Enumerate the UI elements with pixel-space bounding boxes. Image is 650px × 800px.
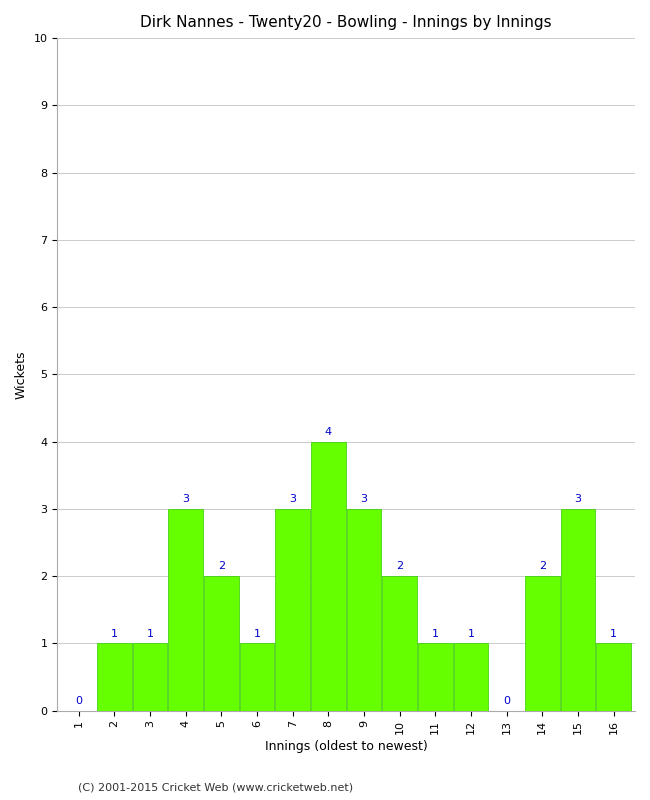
Text: 3: 3 — [182, 494, 189, 504]
Y-axis label: Wickets: Wickets — [15, 350, 28, 398]
Bar — [240, 643, 274, 710]
Text: 2: 2 — [218, 562, 225, 571]
Bar — [525, 576, 560, 710]
Bar — [346, 509, 382, 710]
Bar — [276, 509, 310, 710]
Bar — [97, 643, 132, 710]
Bar — [561, 509, 595, 710]
Bar — [596, 643, 631, 710]
Text: 1: 1 — [111, 629, 118, 638]
Bar — [454, 643, 488, 710]
Text: 1: 1 — [146, 629, 153, 638]
Text: 4: 4 — [325, 427, 332, 437]
Bar — [418, 643, 452, 710]
Text: 3: 3 — [575, 494, 582, 504]
Text: 2: 2 — [396, 562, 403, 571]
Text: 3: 3 — [361, 494, 367, 504]
Text: 1: 1 — [467, 629, 474, 638]
X-axis label: Innings (oldest to newest): Innings (oldest to newest) — [265, 740, 428, 753]
Bar — [204, 576, 239, 710]
Text: 0: 0 — [75, 696, 82, 706]
Bar — [382, 576, 417, 710]
Bar — [133, 643, 167, 710]
Bar — [311, 442, 346, 710]
Text: 3: 3 — [289, 494, 296, 504]
Text: 1: 1 — [254, 629, 261, 638]
Bar — [168, 509, 203, 710]
Title: Dirk Nannes - Twenty20 - Bowling - Innings by Innings: Dirk Nannes - Twenty20 - Bowling - Innin… — [140, 15, 552, 30]
Text: 1: 1 — [432, 629, 439, 638]
Text: 0: 0 — [503, 696, 510, 706]
Text: (C) 2001-2015 Cricket Web (www.cricketweb.net): (C) 2001-2015 Cricket Web (www.cricketwe… — [78, 782, 353, 792]
Text: 2: 2 — [539, 562, 546, 571]
Text: 1: 1 — [610, 629, 617, 638]
